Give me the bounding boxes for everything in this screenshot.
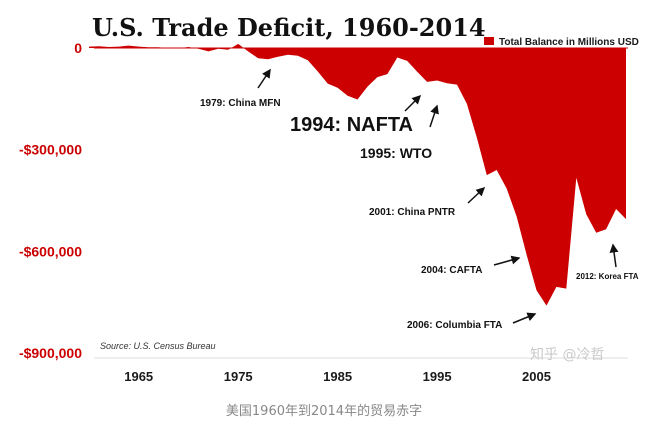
y-tick-label: 0 bbox=[74, 40, 82, 56]
arrow-korea-fta bbox=[609, 243, 619, 268]
legend-label: Total Balance in Millions USD bbox=[499, 37, 639, 48]
figure-caption: 美国1960年到2014年的贸易赤字 bbox=[225, 404, 423, 419]
arrow-nafta bbox=[404, 94, 422, 112]
chart-title: U.S. Trade Deficit, 1960-2014 bbox=[92, 13, 486, 42]
x-tick-label: 1965 bbox=[124, 369, 153, 384]
annotation-nafta: 1994: NAFTA bbox=[290, 114, 413, 136]
annotation-china-mfn: 1979: China MFN bbox=[200, 98, 281, 109]
y-axis-ticks: 0 -$300,000 -$600,000 -$900,000 bbox=[19, 40, 82, 361]
x-tick-label: 1975 bbox=[224, 369, 253, 384]
deficit-area bbox=[89, 43, 626, 306]
watermark: 知乎 @冷哲 bbox=[530, 346, 604, 363]
annotation-korea-fta: 2012: Korea FTA bbox=[576, 272, 639, 281]
x-axis-ticks: 1965 1975 1985 1995 2005 bbox=[124, 369, 551, 384]
y-tick-label: -$600,000 bbox=[19, 243, 82, 259]
arrow-china-mfn bbox=[257, 68, 271, 89]
arrow-wto bbox=[429, 104, 439, 128]
arrow-china-pntr bbox=[467, 186, 486, 204]
annotation-columbia-fta: 2006: Columbia FTA bbox=[407, 320, 502, 331]
annotation-cafta: 2004: CAFTA bbox=[421, 265, 483, 276]
legend: Total Balance in Millions USD bbox=[484, 37, 639, 48]
x-tick-label: 1985 bbox=[323, 369, 352, 384]
annotation-china-pntr: 2001: China PNTR bbox=[369, 207, 456, 218]
arrow-columbia-fta bbox=[512, 312, 537, 324]
arrow-cafta bbox=[493, 255, 521, 266]
x-tick-label: 1995 bbox=[423, 369, 452, 384]
x-tick-label: 2005 bbox=[522, 369, 551, 384]
y-tick-label: -$900,000 bbox=[19, 345, 82, 361]
source-note: Source: U.S. Census Bureau bbox=[100, 341, 216, 351]
trade-deficit-chart: U.S. Trade Deficit, 1960-2014 Total Bala… bbox=[19, 13, 639, 384]
legend-swatch bbox=[484, 37, 494, 45]
annotation-wto: 1995: WTO bbox=[360, 145, 432, 161]
y-tick-label: -$300,000 bbox=[19, 142, 82, 158]
annotations: 1979: China MFN 1994: NAFTA 1995: WTO 20… bbox=[200, 68, 639, 331]
